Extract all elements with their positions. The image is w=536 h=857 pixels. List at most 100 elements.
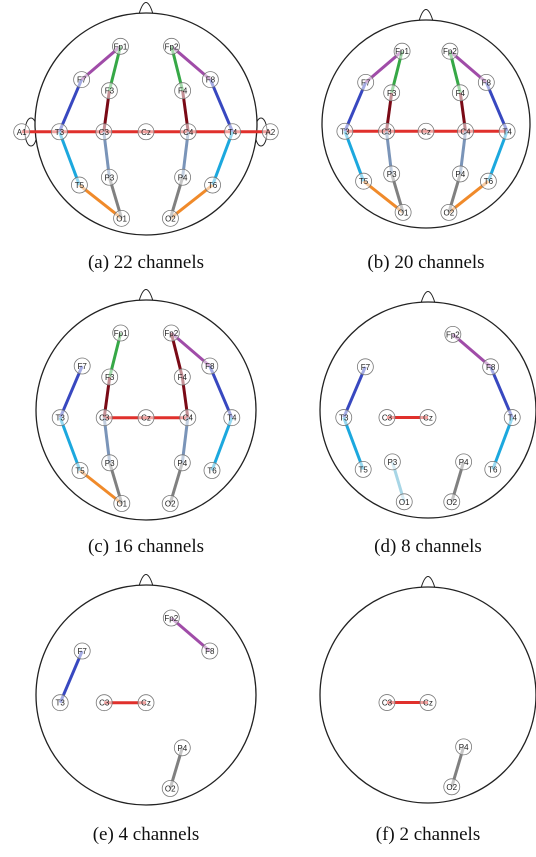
electrode-label: C4 (460, 127, 471, 136)
electrode-label: C3 (99, 128, 110, 137)
electrode (162, 324, 180, 342)
electrode (482, 358, 500, 376)
electrode (395, 493, 413, 511)
electrode-label: P3 (104, 173, 114, 182)
electrode-label: P3 (387, 458, 397, 467)
electrode-label: T5 (359, 465, 369, 474)
electrode (357, 74, 375, 91)
electrode-label: C3 (99, 699, 110, 708)
electrode-label: C3 (382, 699, 393, 708)
electrode (73, 71, 91, 88)
head-panel: F7 T3 T5 C3 Cz P3 O1 Fp2 F8 T4 T6 P4 O2 (d) 8 channel… (319, 291, 536, 557)
electrode (112, 37, 129, 55)
electrode-label: O1 (116, 214, 127, 223)
electrode (101, 368, 119, 386)
electrode-connection (58, 131, 81, 186)
electrode (378, 409, 396, 426)
electrode-label: T5 (75, 181, 85, 190)
electrode-label: T4 (228, 128, 238, 137)
electrode-connection (169, 183, 214, 220)
electrode (419, 694, 437, 711)
electrode (498, 122, 516, 140)
electrode (484, 460, 502, 478)
electrode-label: Fp2 (164, 329, 178, 338)
electrode-label: F7 (78, 647, 88, 656)
nose (138, 289, 154, 302)
panel-caption: (e) 4 channels (93, 824, 200, 845)
electrode (223, 409, 241, 427)
electrode (383, 165, 401, 183)
electrode-label: C3 (382, 414, 393, 423)
electrode (112, 324, 130, 342)
electrode-label: T3 (55, 128, 65, 137)
electrode-label: T4 (502, 127, 512, 136)
electrode (355, 172, 373, 190)
electrode-label: O2 (446, 498, 457, 507)
electrode (440, 203, 458, 221)
electrode-label: O2 (444, 208, 455, 217)
electrode (100, 168, 118, 186)
electrode (457, 122, 474, 140)
head-panel: F7 T3 C3 Cz Fp2 F8 P4 O2 (e) 4 channels (35, 574, 257, 845)
electrode (113, 495, 131, 512)
electrode-label: C3 (99, 414, 110, 423)
electrode (201, 642, 219, 660)
electrode-label: T3 (56, 414, 66, 423)
electrode-label: T5 (359, 177, 369, 186)
electrode-label: P4 (178, 173, 188, 182)
electrode (201, 357, 219, 375)
panel-caption: (a) 22 channels (88, 252, 204, 273)
electrode-label: F7 (78, 362, 88, 371)
electrode (378, 122, 395, 140)
electrode-connection (208, 365, 234, 419)
electrode (161, 780, 179, 797)
electrode-label: T6 (208, 181, 218, 190)
head-panel: Fp1 Fp2 F7 F3 F4 F8 A1 T3 C3 Cz C4 T4 A2 T5 P3 P4 T6 O1 O2… (13, 2, 279, 273)
electrode-label: F7 (361, 363, 371, 372)
electrode (335, 409, 353, 426)
electrode-connection (484, 81, 509, 132)
electrode-label: Fp2 (164, 614, 178, 623)
electrode-label: T6 (484, 177, 494, 186)
electrode-label: F3 (105, 87, 115, 96)
electrode-connection (58, 79, 84, 133)
electrode (13, 123, 31, 141)
panel-caption: (c) 16 channels (88, 536, 204, 557)
electrode (95, 123, 113, 141)
electrode-label: T4 (508, 414, 518, 423)
nose (420, 576, 436, 589)
electrode (161, 495, 179, 512)
electrode-label: O2 (446, 783, 457, 792)
electrode (173, 454, 191, 472)
electrode (419, 409, 437, 426)
panel-caption: (b) 20 channels (367, 252, 484, 273)
electrode-label: C4 (183, 414, 194, 423)
electrode (173, 368, 191, 386)
electrode-label: Fp2 (165, 42, 179, 51)
electrode (174, 82, 192, 100)
electrode (201, 71, 219, 88)
electrode (179, 123, 197, 141)
electrode-connection (211, 131, 234, 186)
electrode-label: P4 (455, 170, 465, 179)
electrode-connection (58, 417, 82, 472)
electrode (100, 82, 118, 100)
electrode-connection (170, 331, 211, 368)
electrode (444, 325, 462, 343)
electrode-connection (170, 616, 211, 653)
electrode-label: F8 (206, 76, 216, 85)
electrode (378, 694, 396, 711)
electrode (73, 357, 91, 375)
electrode-label: A1 (17, 128, 27, 137)
electrode (113, 209, 130, 227)
panel-caption: (d) 8 channels (374, 536, 482, 557)
electrode-label: Cz (141, 414, 151, 423)
electrode (95, 409, 113, 427)
electrode-label: F4 (456, 89, 466, 98)
electrode (51, 694, 69, 712)
electrode (203, 462, 221, 479)
electrode (51, 123, 68, 141)
electrode-connection (210, 417, 234, 472)
electrode (394, 203, 412, 221)
